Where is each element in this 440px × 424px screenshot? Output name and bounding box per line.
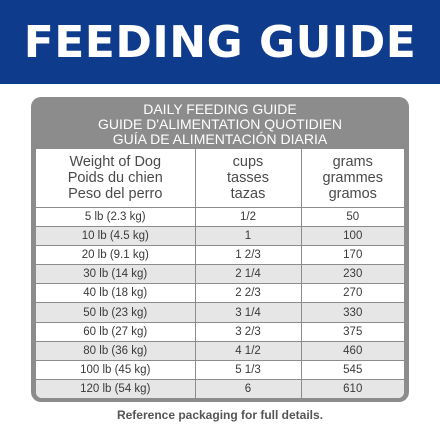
table-row: 60 lb (27 kg) 3 2/3 375 [36, 321, 404, 342]
card-title-en: DAILY FEEDING GUIDE [143, 100, 297, 117]
weight-cell: 80 lb (36 kg) [36, 340, 196, 361]
weight-cell: 100 lb (45 kg) [36, 359, 196, 380]
banner: FEEDING GUIDE [0, 0, 440, 84]
weight-cell: 10 lb (4.5 kg) [36, 226, 196, 246]
grams-cell: 50 [301, 206, 404, 227]
table-header-row: Weight of Dog Poids du chien Peso del pe… [36, 149, 404, 208]
cups-cell: 5 1/3 [195, 359, 302, 380]
weight-cell: 5 lb (2.3 kg) [36, 206, 196, 227]
feeding-table: Weight of Dog Poids du chien Peso del pe… [36, 149, 404, 398]
table-row: 100 lb (45 kg) 5 1/3 545 [36, 359, 404, 380]
cups-cell: 4 1/2 [195, 340, 302, 361]
reference-note: Reference packaging for full details. [116, 408, 324, 422]
cups-cell: 2 1/4 [195, 264, 302, 284]
weight-column-header: Weight of Dog Poids du chien Peso del pe… [36, 149, 196, 208]
table-row: 20 lb (9.1 kg) 1 2/3 170 [36, 245, 404, 265]
grams-cell: 545 [301, 359, 404, 380]
card-header: DAILY FEEDING GUIDE GUIDE D'ALIMENTATION… [31, 97, 409, 149]
table-row: 10 lb (4.5 kg) 1 100 [36, 226, 404, 246]
banner-title: FEEDING GUIDE [23, 16, 417, 68]
grams-cell: 230 [301, 264, 404, 284]
weight-cell: 40 lb (18 kg) [36, 283, 196, 303]
cups-column-header: cups tasses tazas [195, 149, 302, 208]
grams-cell: 270 [301, 283, 404, 303]
table-row: 5 lb (2.3 kg) 1/2 50 [36, 206, 404, 227]
table-row: 80 lb (36 kg) 4 1/2 460 [36, 340, 404, 361]
cups-cell: 1 [195, 226, 302, 246]
table-row: 40 lb (18 kg) 2 2/3 270 [36, 283, 404, 303]
grams-cell: 610 [301, 378, 404, 398]
cups-cell: 1 2/3 [195, 245, 302, 265]
weight-cell: 120 lb (54 kg) [36, 378, 196, 398]
cups-cell: 3 1/4 [195, 302, 302, 323]
weight-cell: 60 lb (27 kg) [36, 321, 196, 342]
grams-cell: 330 [301, 302, 404, 323]
weight-cell: 20 lb (9.1 kg) [36, 245, 196, 265]
feeding-table-panel: Weight of Dog Poids du chien Peso del pe… [36, 149, 404, 398]
cups-cell: 1/2 [195, 206, 302, 227]
card-title-es: GUÍA DE ALIMENTACIÓN DIARIA [112, 130, 328, 147]
grams-cell: 100 [301, 226, 404, 246]
card-title-fr: GUIDE D'ALIMENTATION QUOTIDIEN [97, 115, 343, 132]
feeding-guide-card: DAILY FEEDING GUIDE GUIDE D'ALIMENTATION… [31, 97, 409, 402]
grams-cell: 460 [301, 340, 404, 361]
table-row: 50 lb (23 kg) 3 1/4 330 [36, 302, 404, 323]
weight-cell: 50 lb (23 kg) [36, 302, 196, 323]
weight-cell: 30 lb (14 kg) [36, 264, 196, 284]
cups-cell: 2 2/3 [195, 283, 302, 303]
table-row: 120 lb (54 kg) 6 610 [36, 378, 404, 398]
cups-cell: 6 [195, 378, 302, 398]
grams-cell: 170 [301, 245, 404, 265]
table-row: 30 lb (14 kg) 2 1/4 230 [36, 264, 404, 284]
cups-cell: 3 2/3 [195, 321, 302, 342]
grams-cell: 375 [301, 321, 404, 342]
grams-column-header: grams grammes gramos [322, 154, 383, 202]
